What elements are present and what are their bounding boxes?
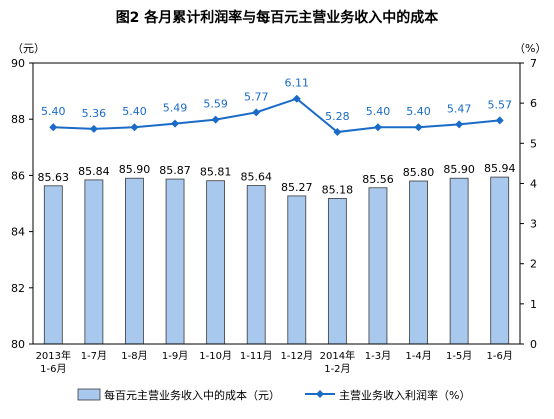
line-point	[495, 116, 504, 125]
line-value-label: 6.11	[285, 77, 310, 90]
line-value-label: 5.49	[163, 102, 188, 115]
x-axis-tick-label: 1-2月	[324, 363, 350, 375]
x-axis-tick-label: 1-6月	[40, 363, 66, 375]
line-value-label: 5.47	[447, 102, 472, 115]
right-axis-tick-label: 2	[530, 258, 537, 271]
x-axis-tick-label: 1-3月	[365, 350, 391, 362]
bar	[125, 177, 144, 345]
left-axis-tick-label: 84	[11, 226, 25, 239]
x-axis-tick-label: 2014年	[320, 349, 355, 362]
bar-value-label: 85.90	[443, 163, 475, 176]
bar	[368, 187, 388, 345]
line-value-label: 5.28	[325, 110, 350, 123]
line-point	[292, 94, 301, 103]
bar-value-label: 85.63	[38, 171, 70, 184]
bar-value-label: 85.94	[484, 162, 516, 175]
line-value-label: 5.40	[41, 105, 66, 118]
line-value-label: 5.40	[122, 105, 147, 118]
legend-bar-swatch	[77, 388, 101, 401]
line-value-label: 5.57	[487, 98, 512, 111]
left-axis-tick-label: 88	[11, 113, 25, 126]
right-axis-tick-label: 4	[530, 177, 537, 190]
x-axis-tick-label: 1-12月	[280, 350, 313, 362]
line-value-label: 5.40	[366, 105, 391, 118]
line-value-label: 5.36	[82, 107, 107, 120]
bar-value-label: 85.56	[362, 173, 394, 186]
bar	[449, 177, 469, 345]
bar	[43, 185, 63, 345]
bar-value-label: 85.90	[119, 163, 151, 176]
bar	[206, 180, 226, 345]
bar	[287, 195, 307, 345]
x-axis-tick-label: 1-6月	[487, 350, 513, 362]
line-value-label: 5.77	[244, 90, 269, 103]
bar	[246, 185, 266, 345]
bar	[165, 178, 185, 345]
left-axis-tick-label: 90	[11, 57, 25, 70]
x-axis-tick-label: 1-5月	[446, 350, 472, 362]
line-point	[171, 119, 180, 128]
line-point	[252, 108, 261, 117]
line-point	[49, 123, 58, 132]
bar	[409, 180, 428, 345]
x-axis-tick-label: 1-7月	[81, 350, 107, 362]
bar	[327, 198, 347, 345]
x-axis-tick-label: 1-11月	[240, 350, 273, 362]
bar	[490, 176, 510, 345]
right-axis-tick-label: 3	[530, 218, 537, 231]
left-axis-tick-label: 80	[11, 338, 25, 351]
left-axis-tick-label: 82	[11, 282, 25, 295]
left-axis-tick-label: 86	[11, 169, 25, 182]
line-point	[373, 123, 382, 132]
right-axis-tick-label: 0	[530, 338, 537, 351]
right-axis-unit: （%）	[514, 42, 546, 55]
plot-frame	[32, 62, 521, 345]
bar-value-label: 85.80	[403, 166, 435, 179]
bar-value-label: 85.87	[159, 164, 191, 177]
x-axis-tick-label: 1-8月	[121, 350, 147, 362]
bar-value-label: 85.64	[240, 171, 272, 184]
bar-value-label: 85.27	[281, 181, 313, 194]
line-point	[130, 123, 139, 132]
line-point	[455, 120, 464, 129]
line-point	[211, 115, 220, 124]
right-axis-tick-label: 5	[530, 137, 537, 150]
bar-value-label: 85.81	[200, 166, 232, 179]
line-value-label: 5.40	[406, 105, 431, 118]
line-value-label: 5.59	[203, 98, 228, 111]
line-point	[89, 124, 98, 133]
chart-title: 图2 各月累计利润率与每百元主营业务收入中的成本	[116, 9, 440, 26]
right-axis-tick-label: 7	[530, 57, 537, 70]
bar-value-label: 85.18	[322, 183, 354, 196]
bar-value-label: 85.84	[78, 165, 110, 178]
legend-line-marker	[316, 390, 324, 398]
line-point	[333, 128, 342, 137]
right-axis-tick-label: 6	[530, 97, 537, 110]
right-axis-tick-label: 1	[530, 298, 537, 311]
profit-rate-line	[53, 97, 500, 134]
x-axis-tick-label: 2013年	[36, 349, 71, 362]
x-axis-tick-label: 1-10月	[199, 350, 232, 362]
x-axis-tick-label: 1-4月	[405, 350, 431, 362]
line-point	[414, 123, 423, 132]
bar	[84, 179, 104, 345]
left-axis-unit: （元）	[12, 42, 45, 55]
x-axis-tick-label: 1-9月	[162, 350, 188, 362]
legend-bar-label: 每百元主营业务收入中的成本（元）	[104, 388, 280, 402]
legend-line-label: 主营业务收入利润率（%）	[339, 388, 470, 402]
